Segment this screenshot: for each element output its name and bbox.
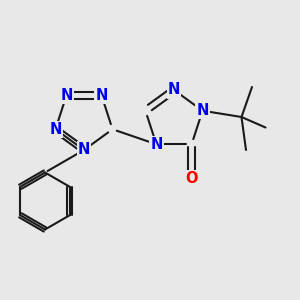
Text: N: N [60,88,73,103]
Text: N: N [196,103,209,118]
Text: N: N [95,88,108,103]
Text: N: N [78,142,90,158]
Text: N: N [168,82,180,98]
Text: N: N [150,137,163,152]
Text: N: N [49,122,62,137]
Text: O: O [185,171,198,186]
